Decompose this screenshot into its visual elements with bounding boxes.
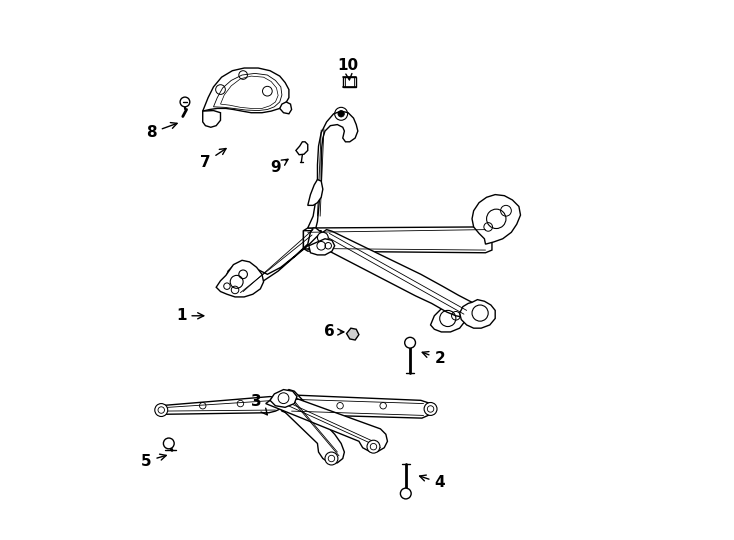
Text: 7: 7 [200,148,226,170]
Polygon shape [226,228,321,294]
Circle shape [404,338,415,348]
Polygon shape [217,260,264,297]
Circle shape [317,232,328,243]
Text: 10: 10 [338,58,359,80]
Text: 4: 4 [420,475,445,490]
Circle shape [400,488,411,499]
Text: 6: 6 [324,325,344,340]
Text: 9: 9 [270,159,288,175]
Polygon shape [346,328,359,340]
Polygon shape [431,305,465,332]
Polygon shape [280,395,433,418]
Polygon shape [303,231,321,251]
Polygon shape [203,68,289,113]
Circle shape [180,97,190,107]
Polygon shape [273,389,344,463]
Polygon shape [203,111,220,127]
Text: 8: 8 [146,123,177,140]
Polygon shape [156,396,285,414]
Polygon shape [344,77,356,87]
Polygon shape [308,111,358,228]
Polygon shape [296,142,308,155]
Circle shape [164,438,174,449]
Text: 2: 2 [422,352,445,366]
Polygon shape [319,230,475,318]
Text: 1: 1 [176,308,204,323]
Circle shape [424,402,437,415]
Circle shape [338,111,344,117]
Polygon shape [266,393,388,451]
Polygon shape [309,239,335,255]
Text: 5: 5 [141,454,166,469]
Circle shape [155,403,167,416]
Polygon shape [270,389,297,407]
Text: 3: 3 [251,394,267,415]
Polygon shape [459,300,495,328]
Circle shape [325,452,338,465]
Circle shape [367,440,380,453]
Polygon shape [280,102,291,114]
Polygon shape [303,227,492,253]
Polygon shape [308,179,323,205]
Polygon shape [472,194,520,244]
